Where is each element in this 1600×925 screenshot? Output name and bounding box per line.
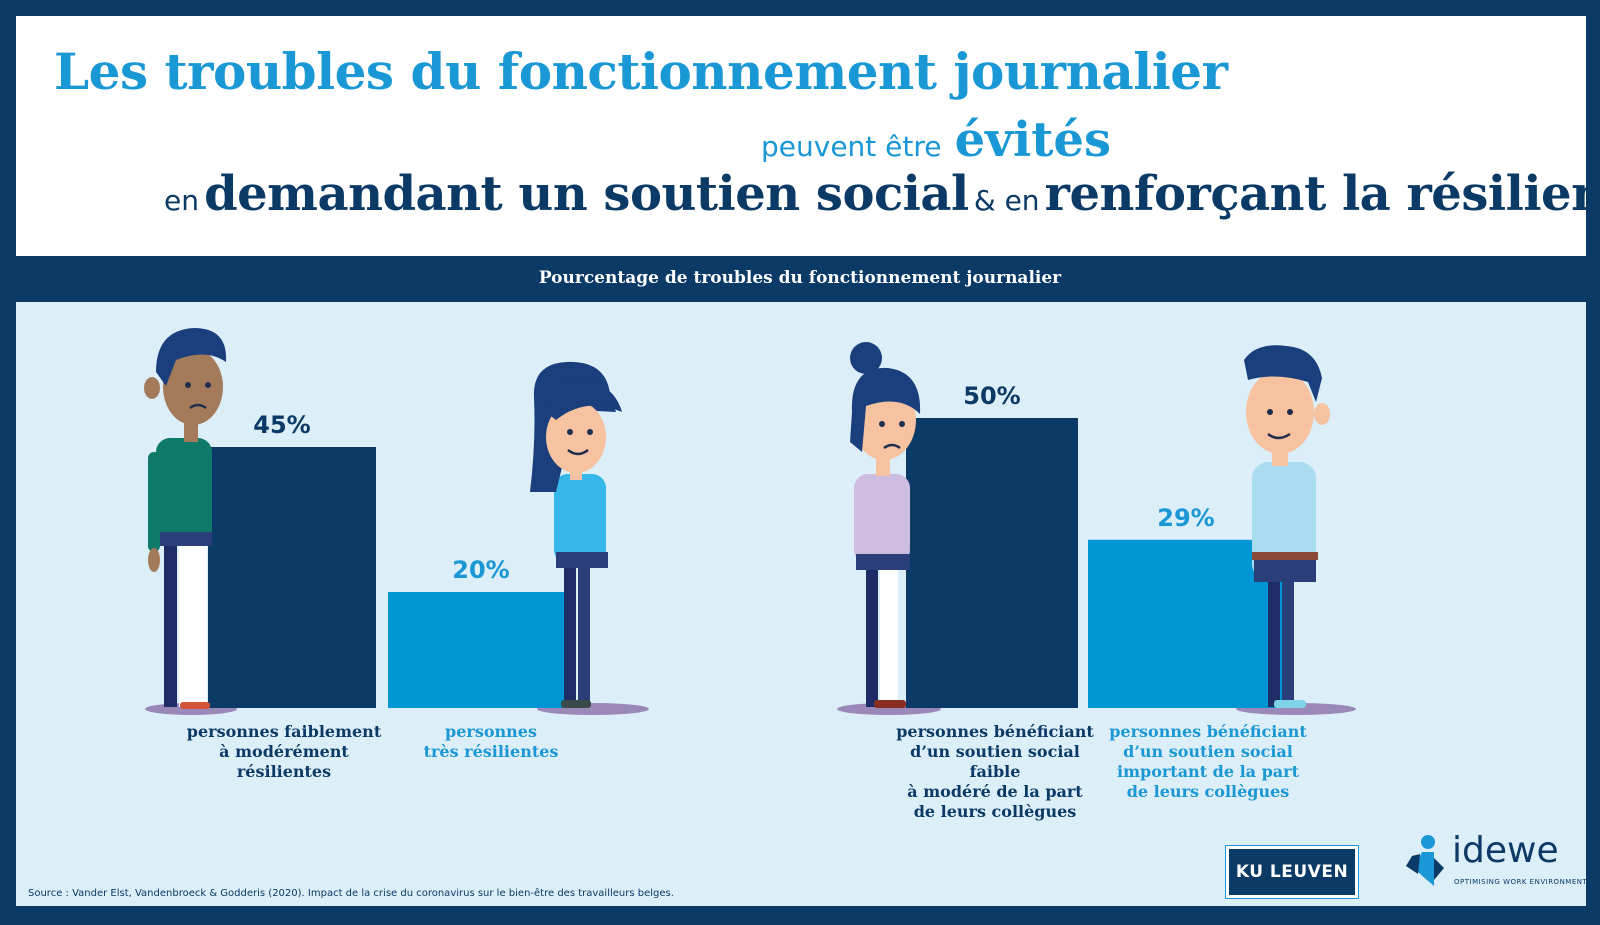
idewe-mark-icon [1406, 835, 1444, 886]
idewe-tagline: OPTIMISING WORK ENVIRONMENTS [1454, 878, 1593, 886]
bar-1 [208, 447, 376, 708]
headline-small-text: peuvent être [761, 130, 942, 163]
headline-line-3: en demandant un soutien social & en renf… [164, 166, 1600, 222]
value-label-3: 50% [963, 382, 1020, 410]
person-illustration-4 [1244, 345, 1330, 708]
bar-2 [388, 592, 574, 708]
headline-line-1: Les troubles du fonctionnement journalie… [54, 42, 1228, 101]
category-label-2: personnes très résilientes [423, 722, 559, 761]
value-labels-layer: 45% 20% 50% 29% [253, 382, 1214, 584]
value-label-1: 45% [253, 411, 310, 439]
category-label-1: personnes faiblement à modérément résili… [186, 722, 382, 781]
headline-small-text: en [164, 184, 199, 217]
person-illustration-1 [144, 328, 227, 709]
idewe-wordmark: idewe [1452, 830, 1559, 871]
bar-3 [906, 418, 1078, 708]
person-illustration-3 [850, 342, 921, 708]
headline-emphasis: demandant un soutien social [204, 166, 969, 222]
headline-emphasis: évités [954, 112, 1111, 168]
category-label-4: personnes bénéficiant d’un soutien socia… [1109, 722, 1307, 801]
headline-line-2: peuvent être évités [761, 112, 1111, 168]
person-illustration-2 [530, 361, 622, 708]
header-banner: Les troubles du fonctionnement journalie… [16, 16, 1600, 256]
bars-layer [208, 418, 1284, 708]
headline-emphasis: renforçant la résilience. [1044, 166, 1600, 222]
category-label-3: personnes bénéficiant d’un soutien socia… [896, 722, 1094, 821]
headline-small-text: & en [973, 184, 1040, 217]
source-note: Source : Vander Elst, Vandenbroeck & God… [28, 888, 674, 899]
bar-chart: 45% 20% 50% 29% [144, 328, 1356, 715]
value-label-4: 29% [1157, 504, 1214, 532]
ku-leuven-logo: KU LEUVEN [1225, 845, 1359, 899]
chart-panel: 45% 20% 50% 29% [16, 302, 1592, 906]
chart-title: Pourcentage de troubles du fonctionnemen… [538, 268, 1062, 288]
idewe-logo: idewe OPTIMISING WORK ENVIRONMENTS [1404, 830, 1592, 898]
value-label-2: 20% [452, 556, 509, 584]
bar-4 [1088, 539, 1284, 708]
